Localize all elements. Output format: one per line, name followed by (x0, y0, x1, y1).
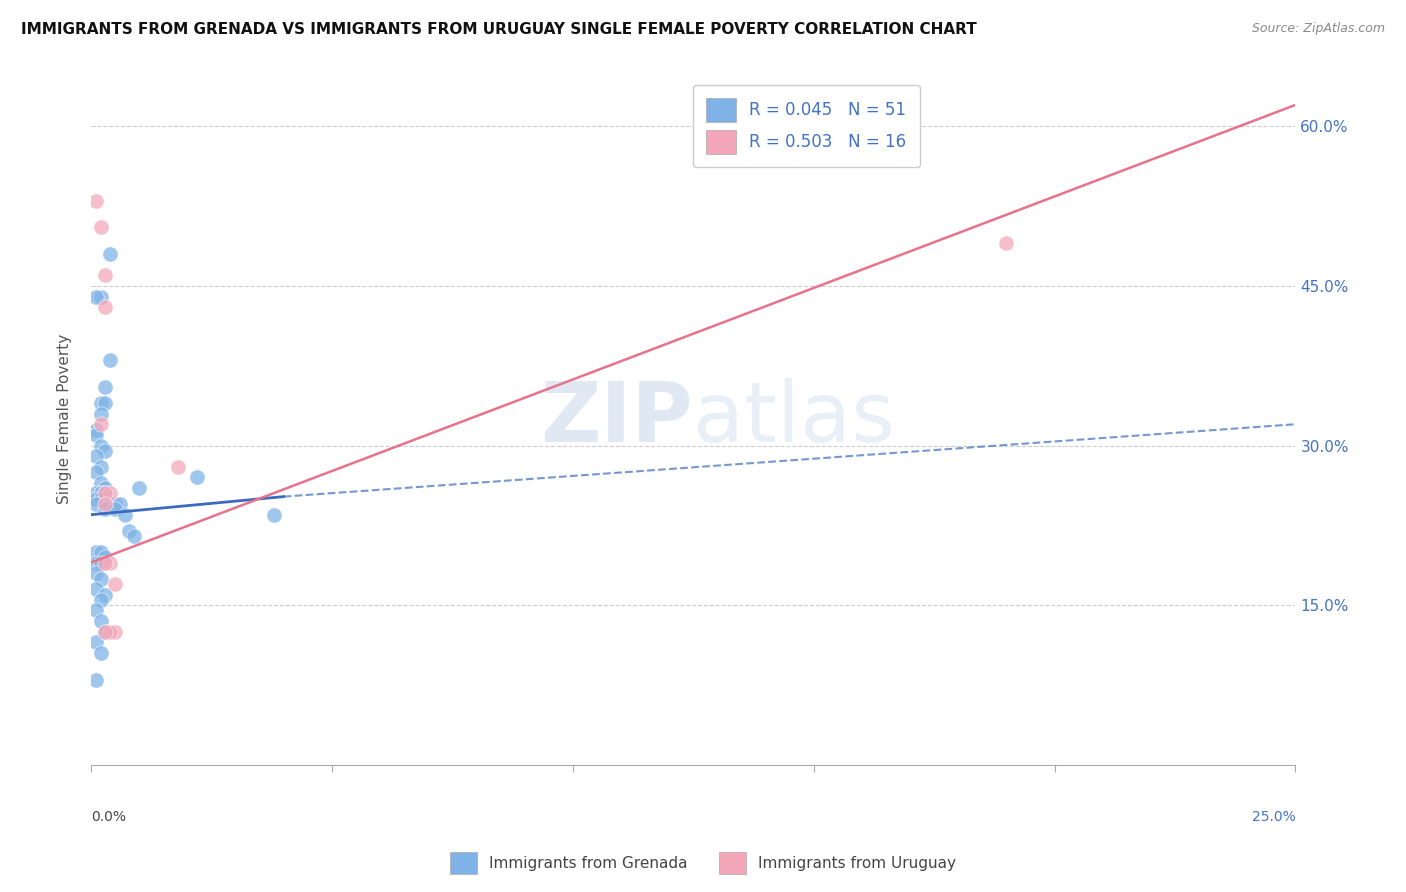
Point (90, 646, 112, 660)
Point (90, 220, 112, 235)
Point (124, 529, 146, 543)
Point (90, 486, 112, 500)
Text: ZIP: ZIP (541, 378, 693, 459)
Point (84, 289, 107, 303)
Point (94, 443, 117, 458)
Point (94, 380, 117, 394)
Point (90, 407, 112, 421)
Point (104, 497, 127, 511)
Point (84, 582, 107, 597)
Point (263, 508, 285, 522)
Point (94, 588, 117, 602)
Point (84, 423, 107, 437)
Text: 25.0%: 25.0% (1251, 810, 1295, 824)
Text: IMMIGRANTS FROM GRENADA VS IMMIGRANTS FROM URUGUAY SINGLE FEMALE POVERTY CORRELA: IMMIGRANTS FROM GRENADA VS IMMIGRANTS FR… (21, 22, 977, 37)
Point (94, 550, 117, 565)
Point (90, 556, 112, 570)
Text: 0.0%: 0.0% (91, 810, 127, 824)
Point (90, 572, 112, 586)
Point (98, 247, 121, 261)
Point (84, 635, 107, 649)
Point (94, 486, 117, 500)
Point (114, 508, 136, 522)
Point (90, 396, 112, 410)
Point (98, 624, 121, 639)
Point (94, 624, 117, 639)
Point (84, 545, 107, 559)
Point (90, 459, 112, 474)
Point (94, 268, 117, 283)
Point (128, 481, 150, 495)
Point (90, 592, 112, 607)
Point (90, 289, 112, 303)
Point (166, 459, 188, 474)
Point (94, 481, 117, 495)
Point (84, 497, 107, 511)
Point (98, 486, 121, 500)
Point (104, 502, 127, 516)
Point (94, 300, 117, 314)
Point (84, 194, 107, 208)
Point (90, 438, 112, 452)
Legend: Immigrants from Grenada, Immigrants from Uruguay: Immigrants from Grenada, Immigrants from… (444, 846, 962, 880)
Point (118, 524, 141, 538)
Point (104, 624, 127, 639)
Point (90, 545, 112, 559)
Point (94, 556, 117, 570)
Point (94, 502, 117, 516)
Point (90, 614, 112, 628)
Point (104, 577, 127, 591)
Point (84, 428, 107, 442)
Y-axis label: Single Female Poverty: Single Female Poverty (58, 334, 72, 504)
Point (98, 497, 121, 511)
Point (94, 624, 117, 639)
Point (90, 491, 112, 506)
Point (98, 556, 121, 570)
Point (108, 497, 131, 511)
Text: Source: ZipAtlas.com: Source: ZipAtlas.com (1251, 22, 1385, 36)
Text: atlas: atlas (693, 378, 896, 459)
Point (84, 449, 107, 463)
Point (98, 353, 121, 368)
Point (84, 673, 107, 687)
Point (84, 465, 107, 479)
Legend: R = 0.045   N = 51, R = 0.503   N = 16: R = 0.045 N = 51, R = 0.503 N = 16 (693, 85, 920, 167)
Point (84, 566, 107, 581)
Point (995, 236, 1018, 251)
Point (94, 486, 117, 500)
Point (90, 417, 112, 432)
Point (84, 491, 107, 506)
Point (90, 475, 112, 490)
Point (94, 497, 117, 511)
Point (84, 556, 107, 570)
Point (84, 603, 107, 617)
Point (90, 486, 112, 500)
Point (94, 396, 117, 410)
Point (186, 470, 208, 484)
Point (84, 486, 107, 500)
